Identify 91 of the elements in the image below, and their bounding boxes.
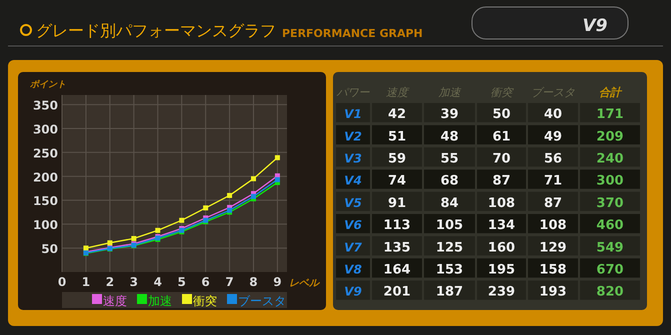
- data-label: 50: [492, 107, 511, 122]
- y-tick-label: 100: [32, 218, 58, 232]
- y-tick-label: 350: [32, 98, 58, 113]
- point: [227, 192, 232, 198]
- y-tick-label: V5: [344, 196, 362, 210]
- legend-label: ブースタ: [238, 294, 286, 308]
- y-tick-label: V4: [344, 174, 362, 188]
- point: [131, 236, 136, 242]
- data-label: 820: [596, 284, 624, 300]
- data-label: 549: [596, 240, 624, 256]
- data-label: 670: [596, 262, 624, 278]
- y-tick-label: 200: [32, 170, 58, 184]
- data-label: 70: [492, 152, 511, 166]
- point: [250, 176, 256, 182]
- data-label: 108: [539, 218, 567, 234]
- data-label: 370: [596, 196, 624, 211]
- y-tick-label: V1: [344, 107, 362, 122]
- data-label: 61: [492, 129, 511, 144]
- data-label: 91: [388, 196, 406, 211]
- data-label: 158: [539, 262, 567, 278]
- data-label: 84: [440, 196, 459, 211]
- data-label: 74: [388, 174, 406, 189]
- x-tick-label: 7: [225, 275, 234, 289]
- y-tick-label: V3: [344, 152, 362, 166]
- data-label: 51: [388, 129, 406, 144]
- data-label: 187: [436, 284, 464, 300]
- data-label: 40: [544, 107, 562, 122]
- data-label: 300: [596, 174, 624, 189]
- x-axis-title: レベル: [289, 278, 321, 289]
- x-tick-label: 0: [58, 275, 66, 289]
- data-label: 160: [488, 240, 516, 256]
- point: [274, 177, 280, 182]
- data-label: 171: [596, 107, 624, 122]
- point: [155, 228, 160, 233]
- data-label: 201: [383, 284, 411, 300]
- y-tick-label: V2: [344, 129, 362, 144]
- data-label: 56: [544, 152, 562, 166]
- data-label: 153: [436, 262, 464, 278]
- data-label: 240: [596, 152, 624, 166]
- point: [203, 205, 208, 210]
- data-label: 164: [383, 262, 411, 278]
- y-tick-label: 150: [32, 194, 58, 208]
- data-label: 113: [383, 218, 411, 234]
- legend-label: 衝突: [193, 294, 217, 308]
- data-label: 68: [440, 174, 459, 189]
- data-label: 87: [492, 174, 511, 189]
- header: グレード別パフォーマンスグラフ PERFORMANCE GRAPH V9: [20, 6, 628, 40]
- data-label: 193: [539, 284, 567, 300]
- data-label: 125: [436, 240, 464, 256]
- x-tick-label: 合計: [599, 86, 623, 99]
- x-tick-label: 4: [154, 275, 162, 289]
- data-label: 209: [596, 129, 624, 144]
- x-tick-label: 2: [106, 275, 114, 289]
- x-tick-label: 9: [273, 275, 282, 289]
- data-label: 239: [488, 284, 516, 300]
- data-label: 460: [596, 218, 624, 234]
- point: [250, 194, 256, 199]
- x-tick-label: 1: [82, 275, 90, 289]
- x-tick-label: 5: [178, 275, 186, 289]
- data-label: 135: [383, 240, 411, 256]
- point: [107, 240, 112, 246]
- point: [83, 246, 88, 251]
- data-label: 195: [488, 262, 516, 278]
- data-label: 49: [544, 129, 562, 144]
- y-axis-title: ポイント: [30, 79, 66, 90]
- data-label: 108: [488, 196, 516, 211]
- data-label: 71: [544, 174, 562, 189]
- data-label: 39: [440, 107, 459, 122]
- point: [274, 155, 280, 160]
- point: [179, 218, 184, 223]
- y-tick-label: V9: [344, 284, 362, 299]
- x-tick-label: 3: [130, 275, 138, 289]
- x-tick-label: 8: [249, 275, 258, 289]
- data-label: 87: [544, 196, 562, 211]
- data-label: 105: [436, 218, 464, 234]
- x-tick-label: 6: [201, 275, 210, 289]
- y-tick-label: 300: [32, 122, 58, 136]
- data-label: 48: [440, 129, 459, 144]
- data-label: 55: [440, 152, 459, 166]
- data-label: 134: [488, 218, 516, 234]
- legend-label: 加速: [148, 294, 172, 308]
- y-tick-label: V6: [344, 218, 362, 232]
- legend-label: 速度: [103, 294, 127, 308]
- data-label: 129: [539, 240, 567, 256]
- y-tick-label: 50: [41, 242, 58, 256]
- y-tick-label: V8: [344, 262, 362, 276]
- data-label: 42: [388, 107, 406, 122]
- y-tick-label: 250: [32, 146, 58, 160]
- chart-title: グレード別パフォーマンスグラフ: [36, 21, 276, 40]
- data-label: 59: [388, 152, 406, 166]
- y-tick-label: V7: [344, 240, 362, 254]
